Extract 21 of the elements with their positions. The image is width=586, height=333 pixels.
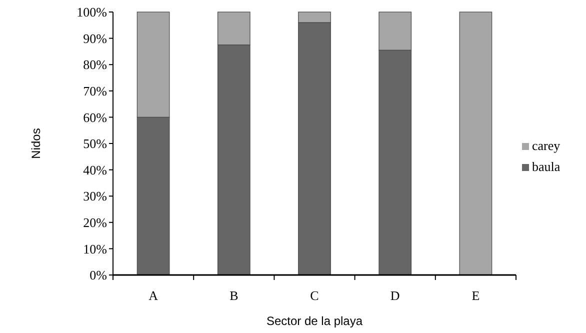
x-tick-label: B: [230, 288, 239, 303]
y-tick-label: 0%: [90, 268, 108, 283]
y-tick-label: 20%: [83, 214, 108, 230]
y-tick-label: 10%: [83, 241, 108, 256]
y-tick-label: 80%: [83, 57, 108, 72]
legend-label: baula: [532, 159, 560, 174]
y-tick-label: 70%: [83, 83, 108, 98]
y-tick-label: 50%: [83, 136, 108, 152]
x-tick-label: D: [390, 288, 400, 303]
x-tick-label: E: [472, 288, 480, 303]
y-axis-title: Nidos: [29, 128, 43, 159]
y-tick-label: 30%: [83, 188, 108, 204]
y-tick-label: 100%: [76, 4, 108, 20]
legend-label: carey: [532, 138, 561, 153]
x-axis-title: Sector de la playa: [266, 314, 363, 328]
y-tick-label: 60%: [83, 110, 108, 125]
y-tick-label: 40%: [83, 162, 108, 178]
y-tick-label: 90%: [83, 30, 108, 46]
x-tick-label: A: [148, 288, 159, 303]
x-tick-label: C: [310, 288, 319, 303]
bar: [459, 12, 492, 276]
